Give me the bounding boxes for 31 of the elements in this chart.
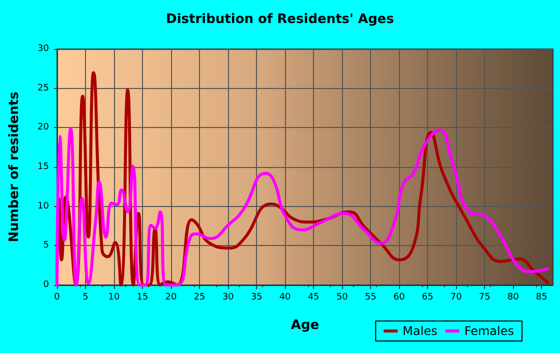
y-tick-label: 20 [38, 122, 50, 133]
legend-label: Females [464, 324, 514, 338]
x-tick-label: 80 [507, 292, 520, 302]
x-tick-label: 5 [82, 292, 88, 302]
line-series [56, 126, 550, 286]
x-tick-label: 20 [165, 292, 178, 302]
y-tick-label: 10 [38, 201, 50, 212]
x-tick-label: 55 [364, 292, 376, 302]
x-tick-label: 60 [393, 292, 406, 302]
x-axis-title: Age [290, 318, 320, 333]
x-tick-label: 0 [54, 292, 60, 302]
x-tick-label: 75 [478, 292, 490, 302]
y-tick-label: 30 [38, 44, 50, 54]
y-tick-label: 0 [43, 280, 50, 290]
y-tick-label: 15 [38, 162, 49, 172]
y-tick-label: 5 [43, 240, 49, 251]
x-tick-label: 40 [279, 292, 292, 302]
legend-label: Males [402, 324, 438, 338]
x-tick-label: 85 [536, 292, 548, 302]
chart-title: Distribution of Residents' Ages [166, 12, 394, 27]
x-tick-label: 15 [136, 292, 148, 302]
x-tick-label: 65 [422, 292, 434, 302]
x-tick-label: 25 [194, 292, 206, 302]
y-axis-title: Number of residents [7, 91, 22, 242]
x-tick-label: 10 [108, 292, 120, 302]
x-tick-label: 45 [308, 292, 320, 302]
y-tick-label: 25 [38, 83, 49, 94]
x-tick-label: 30 [222, 292, 234, 302]
x-tick-label: 35 [250, 292, 262, 302]
x-tick-label: 70 [450, 292, 462, 302]
x-tick-label: 50 [336, 292, 348, 302]
